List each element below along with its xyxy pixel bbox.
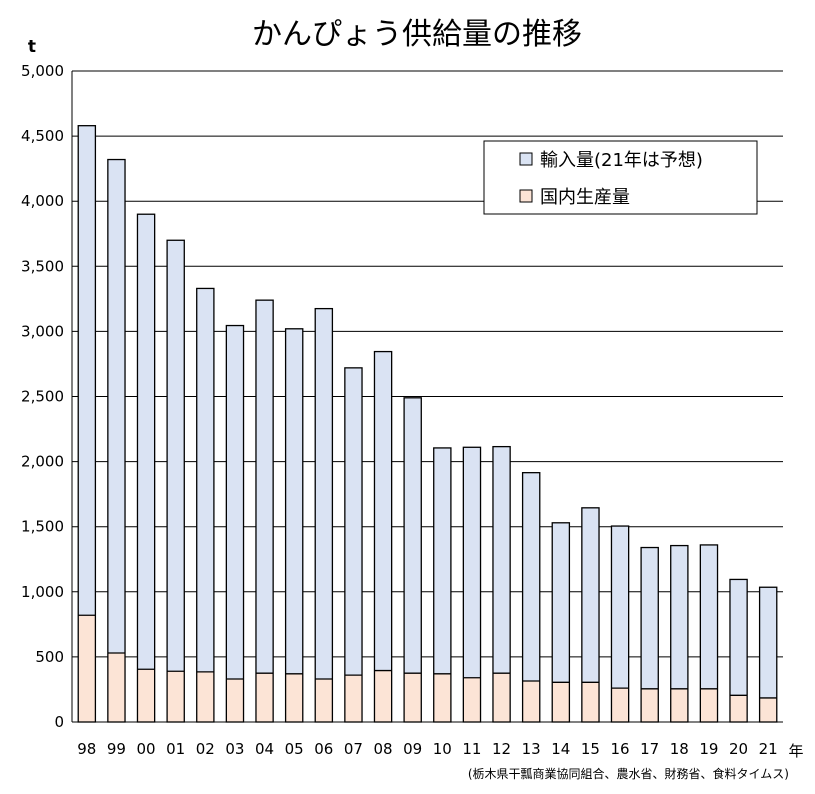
bar-segment bbox=[344, 367, 363, 676]
bar-segment bbox=[729, 579, 748, 696]
bar-segment bbox=[344, 675, 363, 722]
bar-segment bbox=[315, 308, 333, 680]
bar-segment bbox=[552, 682, 570, 722]
source-note: (栃木県干瓢商業協同組合、農水省、財務省、食料タイムス) bbox=[468, 766, 789, 781]
bar-segment bbox=[670, 688, 688, 722]
x-axis-ticks: 98 99 00 01 02 03 04 05 06 07 08 09 10 11 12 13 14 15 16 17… bbox=[77, 740, 777, 758]
y-tick-label: 2,000 bbox=[21, 453, 64, 471]
bar-segment bbox=[285, 673, 303, 722]
bar-segment bbox=[404, 397, 422, 674]
x-tick-label: 14 bbox=[551, 740, 570, 758]
bar-segment bbox=[196, 671, 214, 722]
legend-swatch-domestic bbox=[519, 189, 533, 203]
y-axis-ticks: 0 500 1,000 1,500 2,000 2,500 3,000 3,500 4,000 4… bbox=[21, 62, 64, 731]
y-tick-label: 3,000 bbox=[21, 322, 64, 340]
x-tick-label: 10 bbox=[433, 740, 452, 758]
bar-segment bbox=[611, 526, 629, 689]
x-tick-label: 98 bbox=[77, 740, 96, 758]
x-tick-label: 03 bbox=[225, 740, 244, 758]
bar-segment bbox=[433, 447, 451, 674]
x-tick-label: 11 bbox=[462, 740, 481, 758]
bar-segment bbox=[255, 673, 274, 722]
bar-segment bbox=[78, 615, 96, 722]
y-tick-label: 5,000 bbox=[21, 62, 64, 80]
bar-segment bbox=[729, 695, 748, 722]
bar-segment bbox=[492, 446, 511, 674]
bar-segment bbox=[78, 125, 96, 616]
x-tick-label: 16 bbox=[611, 740, 630, 758]
x-axis-unit: 年 bbox=[788, 742, 803, 760]
bar-segment bbox=[641, 688, 659, 722]
x-tick-label: 09 bbox=[403, 740, 422, 758]
bar-segment bbox=[374, 670, 392, 722]
bar-segment bbox=[137, 214, 155, 670]
bar-segment bbox=[255, 300, 274, 674]
bar-segment bbox=[463, 677, 481, 722]
y-tick-label: 0 bbox=[54, 713, 64, 731]
legend: 輸入量(21年は予想) 国内生産量 bbox=[483, 140, 758, 215]
bar-segment bbox=[285, 328, 303, 674]
bar-segment bbox=[167, 240, 185, 672]
bar-segment bbox=[463, 447, 481, 678]
y-tick-label: 3,500 bbox=[21, 257, 64, 275]
y-axis-unit: t bbox=[28, 37, 36, 57]
y-tick-label: 1,500 bbox=[21, 518, 64, 536]
chart-title: かんぴょう供給量の推移 bbox=[252, 17, 582, 52]
axes bbox=[71, 71, 783, 723]
bar-segment bbox=[522, 680, 540, 722]
y-tick-label: 4,500 bbox=[21, 127, 64, 145]
x-tick-label: 01 bbox=[166, 740, 185, 758]
x-tick-label: 00 bbox=[137, 740, 156, 758]
bar-segment bbox=[315, 679, 333, 722]
legend-swatch-import bbox=[519, 152, 533, 166]
x-tick-label: 07 bbox=[344, 740, 363, 758]
bar-segment bbox=[226, 325, 244, 680]
y-tick-label: 1,000 bbox=[21, 583, 64, 601]
bar-segment bbox=[552, 522, 570, 683]
bar-segment bbox=[581, 682, 600, 722]
x-tick-label: 08 bbox=[374, 740, 393, 758]
bar-segment bbox=[226, 679, 244, 722]
y-tick-label: 4,000 bbox=[21, 192, 64, 210]
bar-segment bbox=[522, 472, 540, 681]
bar-segment bbox=[433, 673, 451, 722]
x-tick-label: 17 bbox=[640, 740, 659, 758]
bar-segment bbox=[107, 159, 126, 653]
x-tick-label: 06 bbox=[314, 740, 333, 758]
bar-segment bbox=[670, 545, 688, 689]
x-tick-label: 21 bbox=[759, 740, 778, 758]
bar-segment bbox=[107, 652, 126, 722]
x-tick-label: 15 bbox=[581, 740, 600, 758]
bar-segment bbox=[167, 671, 185, 722]
x-tick-label: 02 bbox=[196, 740, 215, 758]
bar-segment bbox=[700, 544, 718, 689]
x-tick-label: 04 bbox=[255, 740, 274, 758]
bar-segment bbox=[581, 507, 600, 683]
y-tick-label: 500 bbox=[35, 648, 64, 666]
bar-segment bbox=[759, 697, 777, 722]
bars bbox=[77, 125, 778, 723]
y-tick-label: 2,500 bbox=[21, 388, 64, 406]
grid-lines bbox=[72, 70, 783, 658]
x-tick-label: 20 bbox=[729, 740, 748, 758]
bar-segment bbox=[196, 288, 214, 672]
legend-label-domestic: 国内生産量 bbox=[540, 187, 630, 208]
x-tick-label: 99 bbox=[107, 740, 126, 758]
x-tick-label: 18 bbox=[670, 740, 689, 758]
bar-segment bbox=[759, 587, 777, 698]
bar-segment bbox=[374, 351, 392, 671]
bar-segment bbox=[641, 547, 659, 689]
bar-segment bbox=[611, 688, 629, 722]
bar-segment bbox=[492, 673, 511, 722]
x-tick-label: 05 bbox=[285, 740, 304, 758]
bar-segment bbox=[404, 673, 422, 722]
x-tick-label: 12 bbox=[492, 740, 511, 758]
bar-segment bbox=[137, 669, 155, 722]
legend-label-import: 輸入量(21年は予想) bbox=[540, 150, 703, 171]
bar-segment bbox=[700, 688, 718, 722]
x-tick-label: 19 bbox=[699, 740, 718, 758]
x-tick-label: 13 bbox=[522, 740, 541, 758]
